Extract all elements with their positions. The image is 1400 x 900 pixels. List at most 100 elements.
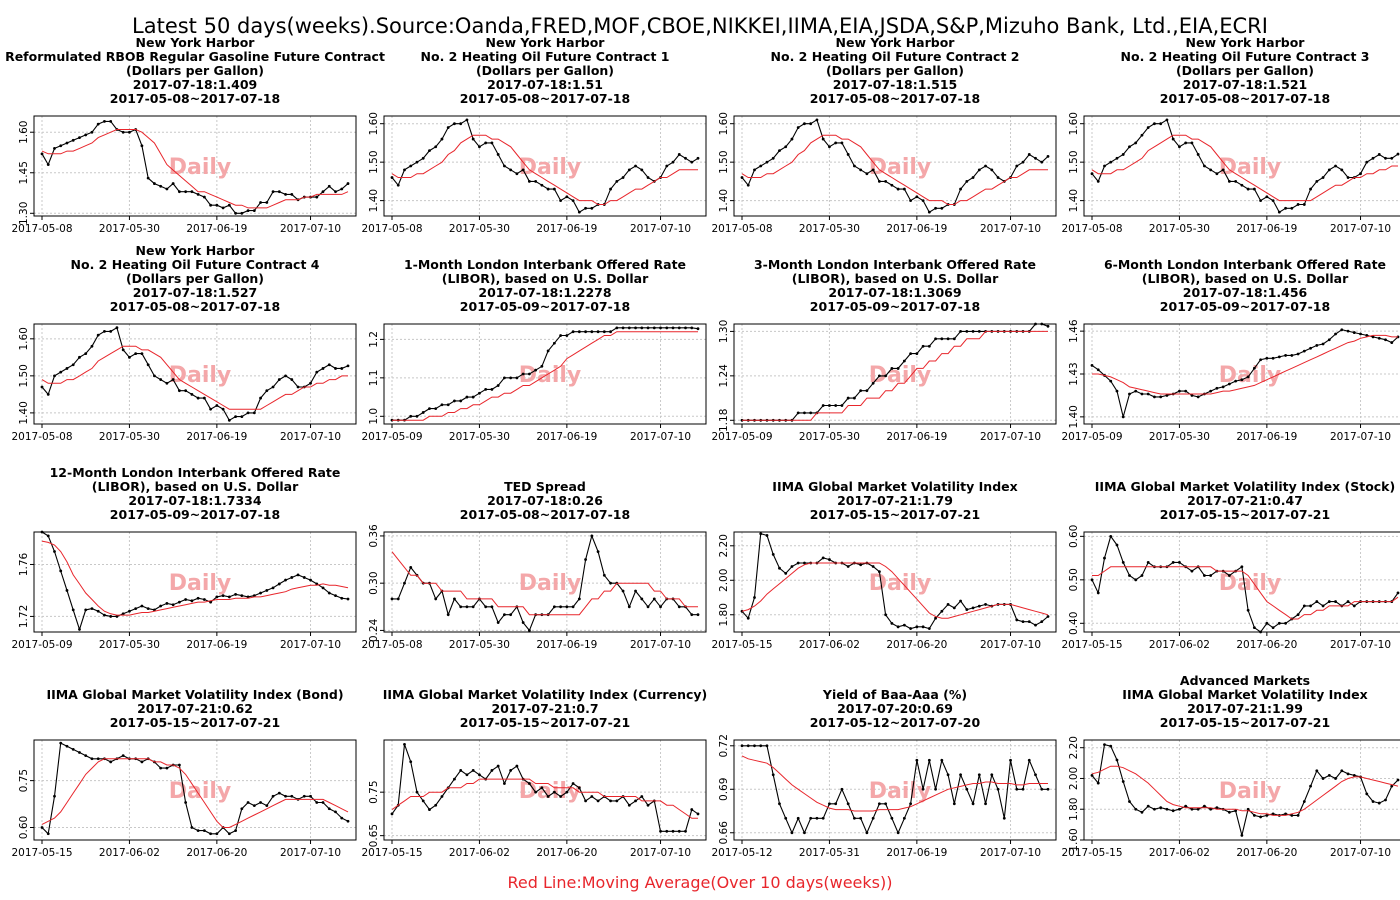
data-point: [90, 130, 94, 134]
data-point: [490, 605, 494, 609]
data-point: [1165, 118, 1169, 122]
y-tick-label: 1.0: [368, 408, 380, 425]
data-point: [215, 203, 219, 207]
data-point: [803, 411, 806, 415]
data-point: [496, 764, 500, 768]
chart-title-line: 2017-07-18:1.521: [1183, 77, 1308, 92]
data-point: [65, 141, 69, 145]
data-point: [590, 795, 594, 798]
data-point: [515, 172, 519, 176]
data-point: [1265, 356, 1269, 360]
x-tick-label: 2017-06-19: [186, 431, 247, 443]
chart-title-line: New York Harbor: [136, 35, 256, 50]
data-point: [434, 407, 438, 411]
plot-frame: [33, 323, 357, 425]
x-tick-label: 2017-06-19: [186, 223, 247, 235]
data-point: [259, 801, 262, 804]
data-point: [396, 597, 400, 601]
data-point: [559, 605, 563, 609]
data-point: [940, 206, 944, 210]
y-tick-label: 1.60: [1068, 112, 1080, 135]
data-point: [803, 831, 806, 835]
data-point: [921, 625, 925, 629]
data-point: [284, 794, 287, 798]
x-tick-label: 2017-06-19: [536, 431, 597, 443]
data-point: [340, 187, 344, 191]
data-point: [252, 804, 256, 808]
chart-panel-13: IIMA Global Market Volatility Index (Bon…: [11, 687, 357, 859]
data-point: [1259, 358, 1263, 362]
data-point: [1090, 773, 1094, 777]
data-point: [503, 164, 506, 168]
data-point: [1240, 833, 1244, 837]
data-point: [1140, 392, 1144, 396]
data-point: [59, 144, 63, 148]
data-point: [977, 168, 981, 172]
data-point: [1096, 179, 1100, 183]
data-point: [177, 763, 181, 767]
data-point: [496, 384, 500, 387]
x-tick-label: 2017-06-02: [1149, 639, 1210, 651]
data-point: [753, 744, 756, 748]
data-point: [1309, 346, 1312, 350]
data-point: [1315, 600, 1319, 603]
data-point: [96, 122, 100, 126]
data-point: [503, 782, 506, 785]
y-tick-label: 1.40: [1068, 189, 1080, 212]
data-point: [871, 168, 875, 172]
data-point: [1140, 810, 1144, 814]
x-tick-label: 2017-07-10: [280, 223, 341, 235]
data-point: [234, 829, 237, 833]
x-tick-label: 2017-05-15: [361, 847, 422, 859]
data-point: [165, 602, 169, 605]
data-point: [677, 326, 681, 330]
data-point: [446, 403, 450, 407]
data-point: [1034, 623, 1037, 627]
data-point: [577, 210, 581, 214]
series-line: [391, 118, 699, 213]
data-point: [215, 595, 219, 599]
data-point: [1034, 773, 1037, 777]
chart-title-line: (LIBOR), based on U.S. Dollar: [792, 271, 999, 286]
data-point: [1259, 199, 1263, 203]
data-point: [1146, 804, 1150, 808]
data-point: [546, 795, 550, 798]
data-point: [440, 795, 444, 798]
data-point: [165, 766, 169, 770]
data-point: [902, 359, 906, 363]
data-point: [159, 184, 163, 188]
data-point: [590, 534, 594, 538]
data-point: [871, 816, 875, 820]
data-point: [765, 534, 769, 537]
data-point: [915, 758, 919, 762]
data-point: [1277, 355, 1281, 359]
data-point: [346, 364, 350, 368]
x-tick-label: 2017-05-30: [1149, 431, 1210, 443]
data-point: [1265, 813, 1269, 817]
data-point: [1190, 569, 1194, 573]
data-point: [796, 561, 800, 565]
data-point: [1178, 389, 1181, 393]
data-point: [202, 396, 206, 400]
data-point: [1352, 331, 1356, 334]
chart-panel-11: IIMA Global Market Volatility Index2017-…: [711, 479, 1057, 651]
data-point: [65, 367, 69, 370]
data-point: [1315, 179, 1319, 183]
x-tick-label: 2017-06-19: [886, 223, 947, 235]
data-point: [296, 573, 300, 577]
data-point: [1259, 630, 1263, 634]
data-point: [65, 589, 69, 592]
data-point: [78, 355, 81, 359]
page-title: Latest 50 days(weeks).Source:Oanda,FRED,…: [132, 14, 1268, 38]
data-point: [434, 803, 438, 807]
x-tick-label: 2017-05-15: [1061, 847, 1122, 859]
data-point: [128, 609, 131, 613]
data-point: [984, 603, 987, 606]
data-point: [609, 799, 612, 803]
data-point: [984, 164, 987, 168]
data-point: [759, 164, 763, 168]
plot-frame: [33, 531, 357, 633]
data-point: [584, 558, 587, 561]
